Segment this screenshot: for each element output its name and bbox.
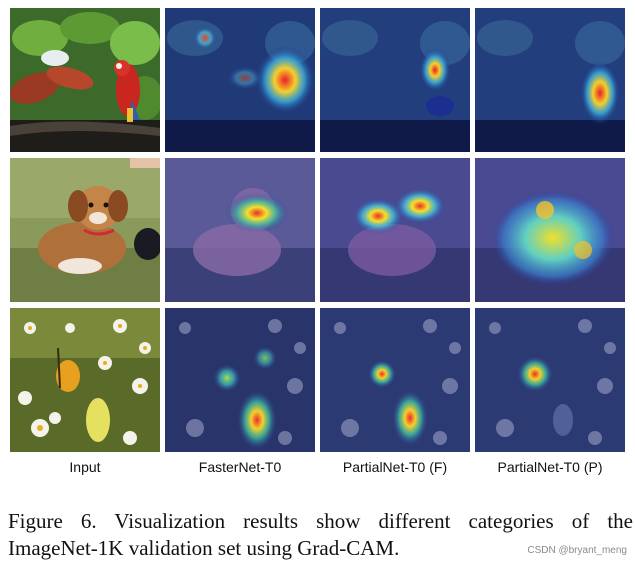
image-dog-partialnet-p — [475, 158, 625, 302]
caption-line-1: Figure 6. Visualization results show dif… — [8, 509, 633, 533]
figure-grid — [10, 8, 630, 458]
column-label-partialnet-f: PartialNet-T0 (F) — [342, 459, 448, 475]
image-parrot-input — [10, 8, 160, 152]
column-label-fasternet: FasterNet-T0 — [198, 459, 282, 475]
watermark: CSDN @bryant_meng — [527, 545, 627, 556]
image-parrot-partialnet-p — [475, 8, 625, 152]
image-parrot-partialnet-f — [320, 8, 470, 152]
column-label-partialnet-p: PartialNet-T0 (P) — [497, 459, 603, 475]
column-label-input: Input — [69, 459, 101, 475]
image-butterfly-input — [10, 308, 160, 452]
figure-caption: Figure 6. Visualization results show dif… — [8, 508, 633, 562]
image-dog-partialnet-f — [320, 158, 470, 302]
image-butterfly-partialnet-p — [475, 308, 625, 452]
image-dog-input — [10, 158, 160, 302]
image-parrot-fasternet — [165, 8, 315, 152]
image-butterfly-partialnet-f — [320, 308, 470, 452]
image-butterfly-fasternet — [165, 308, 315, 452]
image-dog-fasternet — [165, 158, 315, 302]
caption-line-2: ImageNet-1K validation set using Grad-CA… — [8, 536, 400, 560]
